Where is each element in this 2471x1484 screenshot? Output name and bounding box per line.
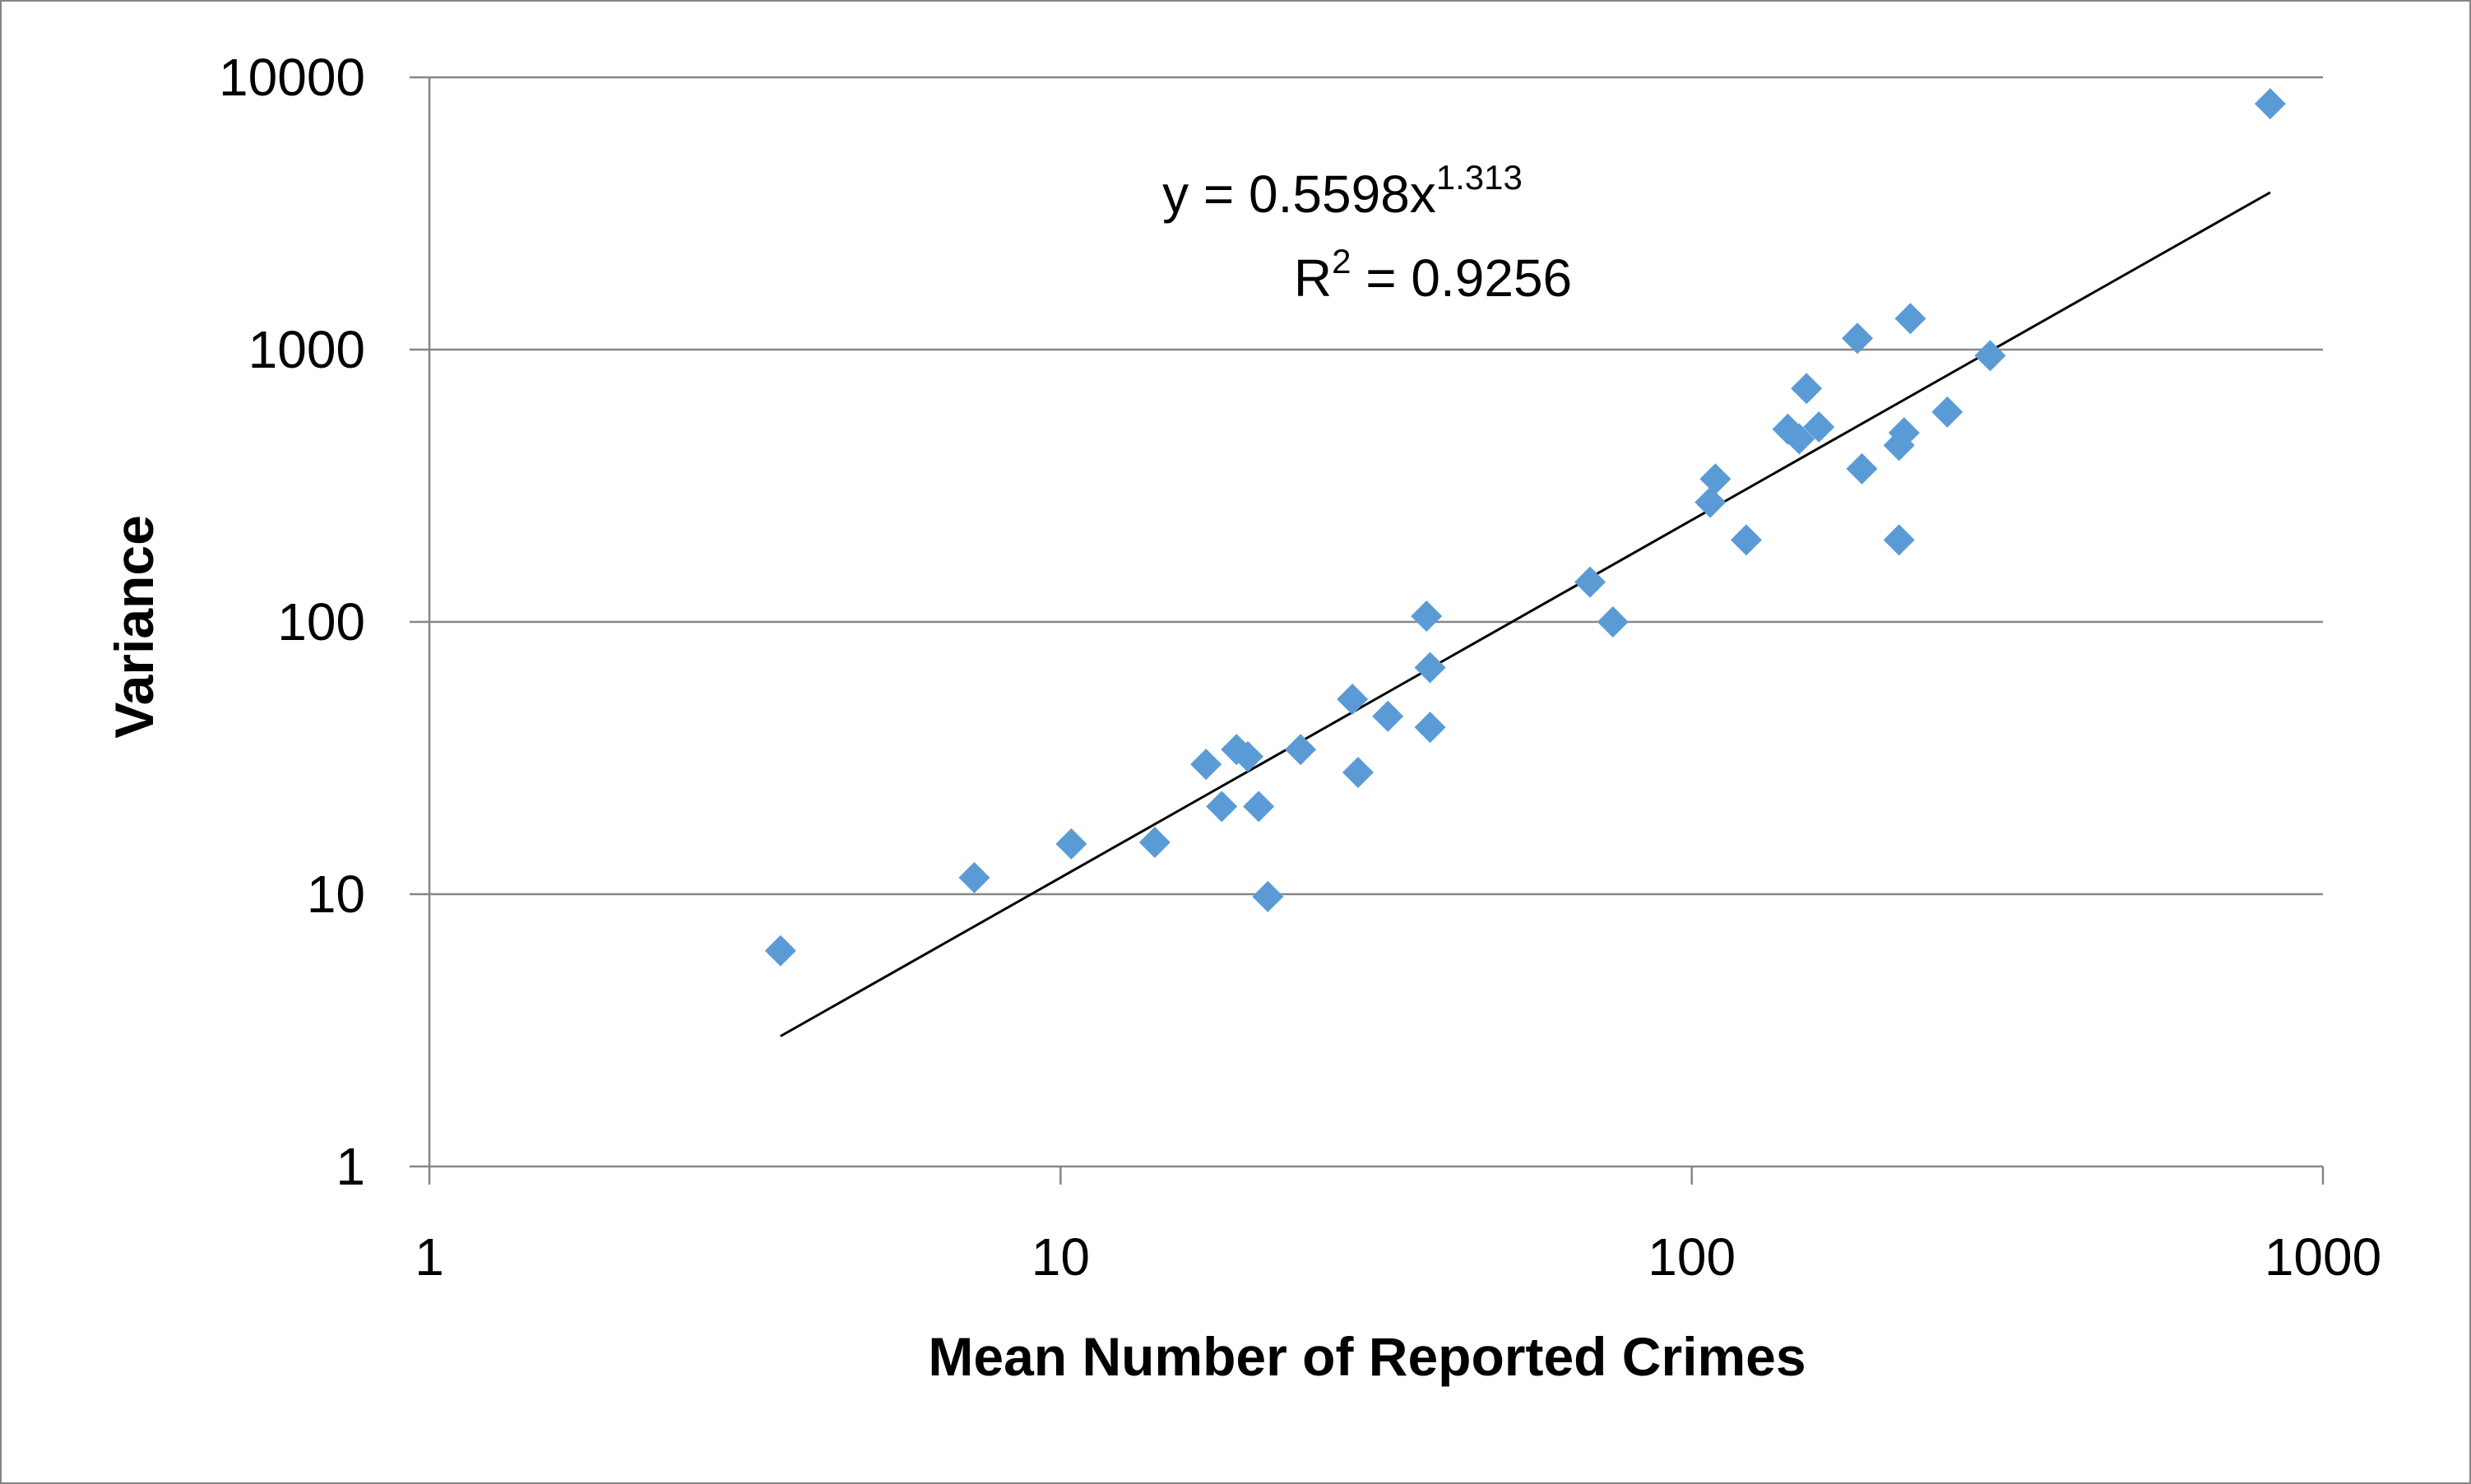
r-squared-value: = 0.9256 — [1351, 248, 1572, 308]
data-point — [1842, 322, 1874, 355]
data-point — [764, 934, 796, 967]
y-tick-label: 100 — [277, 592, 365, 652]
data-point — [958, 861, 990, 893]
x-tick-label: 1000 — [2265, 1227, 2381, 1287]
y-tick-label: 1 — [336, 1137, 365, 1196]
y-tick-labels: 1 10 100 1000 10000 — [219, 48, 365, 1196]
data-point — [1597, 606, 1629, 638]
data-point — [1931, 396, 1963, 428]
data-point — [1783, 423, 1815, 455]
trendline-equation-exponent: 1.313 — [1436, 158, 1523, 197]
data-point — [1694, 486, 1727, 518]
data-point — [1730, 524, 1762, 556]
trendline — [780, 191, 2271, 1037]
data-point — [1574, 566, 1606, 598]
x-axis-label: Mean Number of Reported Crimes — [928, 1326, 1806, 1387]
data-point — [1791, 373, 1823, 405]
data-point — [1190, 749, 1222, 781]
data-point — [1206, 791, 1238, 823]
trendline-equation: y = 0.5598x1.313 — [1162, 158, 1523, 224]
data-point — [1846, 452, 1878, 485]
data-point — [1894, 303, 1926, 335]
data-point — [1974, 340, 2006, 372]
r-squared-exponent: 2 — [1332, 242, 1351, 281]
y-axis-label: Variance — [104, 515, 165, 739]
trendline-group — [780, 191, 2271, 1037]
data-point — [1411, 600, 1443, 632]
trendline-equation-base: y = 0.5598x — [1162, 165, 1436, 224]
data-point — [1342, 756, 1374, 788]
data-point — [1414, 652, 1446, 684]
x-tick-label: 10 — [1032, 1227, 1090, 1287]
y-tick-label: 10 — [307, 865, 365, 924]
data-point — [2254, 88, 2286, 120]
data-point — [1243, 791, 1275, 823]
x-tick-label: 1 — [415, 1227, 444, 1287]
x-tick-label: 100 — [1648, 1227, 1736, 1287]
grid-lines — [429, 76, 2323, 896]
y-tick-label: 10000 — [219, 48, 365, 107]
trendline-r-squared: R2 = 0.9256 — [1294, 242, 1572, 308]
data-point — [1372, 700, 1404, 732]
data-point — [1138, 827, 1171, 859]
data-point — [1803, 411, 1835, 443]
data-point — [1285, 734, 1317, 766]
data-point — [1414, 712, 1446, 744]
x-tick-labels: 1 10 100 1000 — [415, 1227, 2381, 1287]
data-point — [1337, 684, 1369, 716]
data-point — [1699, 463, 1732, 495]
data-point — [1888, 417, 1920, 449]
data-point — [1252, 880, 1284, 912]
data-point — [1883, 524, 1915, 556]
data-point — [1055, 828, 1087, 860]
data-points — [764, 88, 2286, 967]
data-point — [1231, 740, 1263, 772]
y-tick-label: 1000 — [248, 320, 365, 379]
r-squared-letter: R — [1294, 248, 1332, 308]
axes — [410, 76, 2325, 1185]
